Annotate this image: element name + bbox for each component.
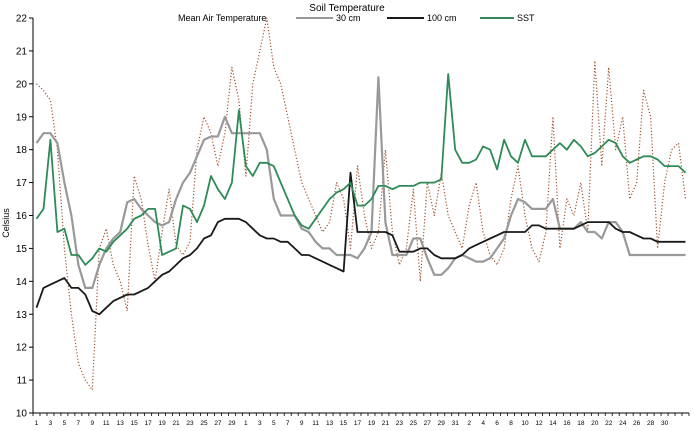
x-tick-label: 9 [300,420,304,427]
x-tick-label: 27 [424,420,432,427]
legend-label: 30 cm [336,13,361,23]
x-tick-label: 26 [633,420,641,427]
x-tick-label: 5 [272,420,276,427]
x-tick-label: 25 [200,420,208,427]
y-axis-label: Celsius [1,208,11,238]
x-tick-label: 29 [228,420,236,427]
x-tick-label: 21 [172,420,180,427]
chart-title: Soil Temperature [309,3,385,14]
x-tick-label: 6 [495,420,499,427]
x-tick-label: 14 [549,420,557,427]
y-tick-label: 20 [16,79,28,90]
x-tick-label: 31 [452,420,460,427]
x-tick-label: 23 [186,420,194,427]
x-tick-label: 10 [521,420,529,427]
x-tick-label: 18 [577,420,585,427]
x-tick-label: 13 [326,420,334,427]
x-tick-label: 1 [244,420,248,427]
y-tick-label: 21 [16,46,28,57]
y-tick-label: 10 [16,409,28,420]
series-line-100-cm [35,171,686,316]
x-tick-label: 28 [647,420,655,427]
legend: Mean Air Temperature 30 cm 100 cm SST [178,13,535,23]
x-tick-label: 29 [438,420,446,427]
x-tick-label: 20 [591,420,599,427]
x-tick-label: 3 [258,420,262,427]
x-tick-label: 17 [354,420,362,427]
x-tick-label: 25 [410,420,418,427]
legend-label: 100 cm [427,13,457,23]
y-tick-label: 15 [16,244,28,255]
x-tick-label: 9 [91,420,95,427]
y-tick-label: 18 [16,145,28,156]
x-tick-label: 23 [396,420,404,427]
y-tick-label: 16 [16,211,28,222]
y-tick-label: 12 [16,343,28,354]
y-tick-label: 14 [16,277,28,288]
x-tick-label: 7 [286,420,290,427]
x-tick-label: 16 [563,420,571,427]
x-tick-label: 7 [77,420,81,427]
x-tick-label: 15 [131,420,139,427]
x-tick-label: 8 [509,420,513,427]
x-tick-label: 11 [103,420,110,427]
x-tick-label: 21 [382,420,390,427]
x-tick-label: 19 [368,420,376,427]
y-tick-label: 13 [16,310,28,321]
x-tick-label: 1 [35,420,39,427]
x-tick-label: 24 [619,420,627,427]
x-tick-label: 3 [49,420,53,427]
legend-label: SST [517,13,535,23]
legend-label: Mean Air Temperature [178,13,266,23]
x-tick-label: 5 [63,420,67,427]
x-tick-label: 12 [535,420,543,427]
x-tick-label: 27 [214,420,222,427]
series-line-mean-air-temperature [36,17,687,391]
x-tick-label: 22 [605,420,613,427]
series-line-sst [35,73,687,266]
y-tick-label: 22 [16,14,28,25]
x-tick-label: 11 [312,420,319,427]
y-tick-label: 11 [17,376,28,387]
x-tick-label: 4 [481,420,485,427]
x-tick-label: 19 [158,420,166,427]
x-tick-label: 17 [145,420,153,427]
x-tick-label: 30 [661,420,669,427]
x-tick-label: 13 [117,420,125,427]
y-tick-label: 19 [16,112,28,123]
series-line-30-cm [35,76,686,289]
y-tick-label: 17 [16,178,28,189]
x-tick-label: 2 [467,420,471,427]
x-tick-label: 15 [340,420,348,427]
